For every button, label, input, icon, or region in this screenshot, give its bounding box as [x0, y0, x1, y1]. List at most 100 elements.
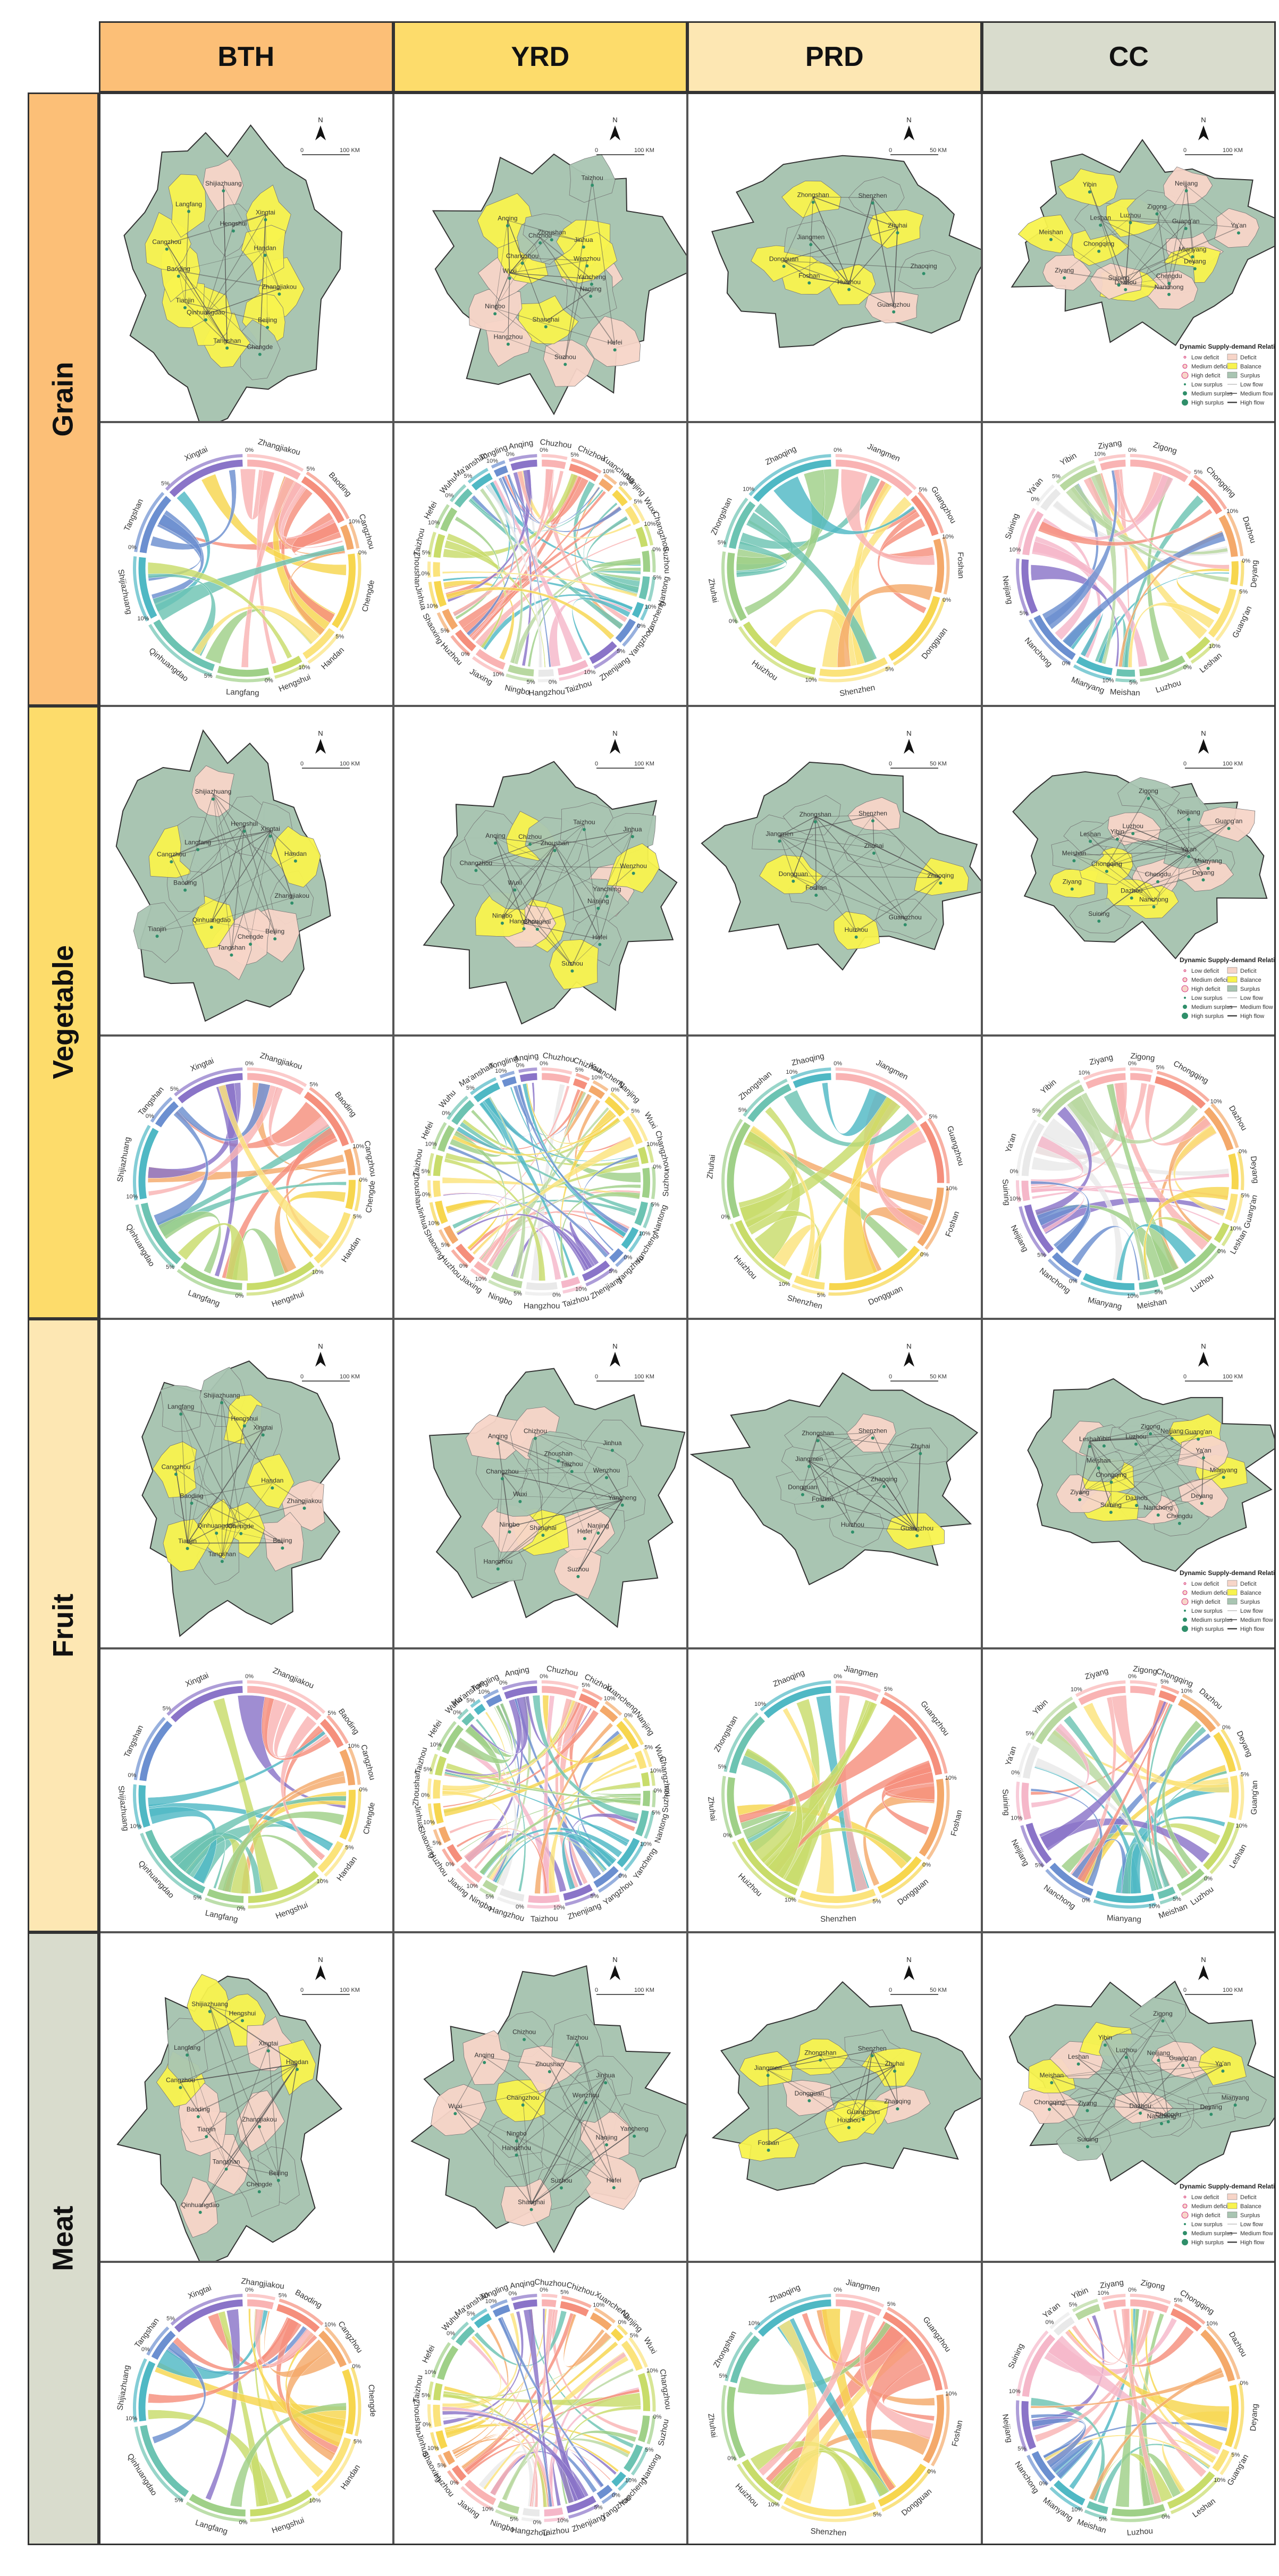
city-label: Wuxi [502, 267, 516, 274]
flow-line [1150, 1428, 1224, 1472]
chord-tick-band [176, 1268, 242, 1295]
city-label: Neijiang [1174, 180, 1197, 187]
north-arrow-icon [904, 1965, 914, 1980]
chord-percent-tick: 10% [423, 1819, 435, 1825]
chord-tick-band [1045, 1868, 1090, 1901]
chord-arc [746, 1082, 793, 1123]
surplus-dot [816, 1439, 820, 1443]
flow-line [1125, 277, 1169, 285]
chord-percent-tick: 5% [1037, 1252, 1046, 1258]
chord-tick-band [150, 1097, 173, 1123]
chord-ribbon [746, 512, 877, 663]
city-area [1089, 263, 1142, 300]
chord-percent-tick: 0% [1128, 2287, 1137, 2293]
chord-percent-tick: 0% [245, 2287, 254, 2293]
chord-tick-band [1028, 619, 1071, 665]
chord-percent-tick: 5% [1156, 1064, 1164, 1071]
flow-lines [784, 196, 924, 307]
surplus-dot [239, 1531, 243, 1535]
city-label: Ya'an [1196, 1446, 1211, 1454]
chord-cell-meat-prd: Jiangmen 0% Guangzhou 5% Foshan 10% Dongguan 0%… [687, 2261, 982, 2545]
surplus-dot [553, 848, 557, 852]
chord-city-label: Taizhou [530, 1914, 558, 1924]
flow-line [494, 308, 615, 345]
chord-city-label: Zhuhai [705, 1154, 717, 1180]
chord-arc [887, 595, 941, 662]
chord-tick-band [828, 1251, 924, 1295]
surplus-dot [582, 828, 586, 831]
chord-ribbons [147, 2308, 347, 2507]
region-polygons [701, 761, 981, 971]
surplus-dot [1177, 1521, 1181, 1525]
legend-swatch [1227, 363, 1237, 369]
legend-symbol [1181, 399, 1188, 406]
chord-arc [140, 1201, 182, 1265]
flow-line [523, 923, 600, 939]
chord-tick-band [1139, 1288, 1160, 1295]
chord-tick-band [1193, 474, 1227, 510]
chord-arc [490, 1270, 523, 1289]
region-polygons [410, 1965, 687, 2253]
flow-line [508, 273, 510, 339]
surplus-dot [198, 2210, 202, 2214]
flow-line [558, 1455, 572, 1467]
flow-line [508, 339, 565, 359]
flow-line [535, 1433, 607, 1473]
north-arrow-icon [1198, 125, 1209, 140]
surplus-dot [241, 2018, 245, 2022]
chord-arc [1160, 1242, 1217, 1285]
chord-percent-tick: 5% [1194, 469, 1202, 476]
city-label: Zigong [1140, 1422, 1160, 1430]
chord-city-label: Shijiazhuang [115, 2364, 132, 2411]
chord-percent-tick: 5% [466, 1697, 475, 1704]
chord-percent-tick: 0% [146, 1113, 154, 1119]
surplus-dot [541, 1534, 544, 1537]
chord-tick-band [1233, 2383, 1244, 2449]
chord-ribbon [449, 1819, 503, 1870]
surplus-dot [801, 1493, 804, 1496]
city-label: Jiangmen [795, 1455, 823, 1463]
surplus-dot [814, 893, 818, 897]
chord-ribbon [444, 1771, 628, 1847]
chord-percent-tick: 10% [348, 1743, 359, 1749]
chord-city-label: Guangzhou [929, 485, 958, 525]
legend-item: Medium deficit [1191, 2203, 1229, 2210]
city-label: Meishan [1087, 1457, 1110, 1464]
chord-arc [272, 655, 303, 674]
flow-line [209, 2006, 243, 2016]
chord-city-label: Ziyang [1097, 439, 1122, 451]
chord-city-label: Anqing [503, 1665, 529, 1679]
flow-line [501, 1473, 520, 1497]
chord-tick-band [437, 2454, 447, 2468]
flow-line [1185, 185, 1239, 228]
surplus-dot [1181, 2064, 1184, 2067]
chord-percent-tick: 10% [1214, 2477, 1225, 2484]
legend-symbol [1182, 1618, 1187, 1622]
chord-ribbon [542, 1695, 630, 1764]
chord-percent-tick: 5% [570, 452, 579, 458]
chord-percent-tick: 5% [653, 575, 661, 581]
row-header-meat: Meat [28, 1932, 99, 2545]
flow-line [1131, 862, 1208, 893]
scale-label: 100 KM [340, 1374, 360, 1380]
chord-tick-band [449, 484, 466, 502]
chord-percent-tick: 0% [1128, 1673, 1137, 1680]
chord-arc [1074, 2303, 1101, 2321]
chord-city-label: Deyang [1249, 560, 1259, 587]
city-label: Shenzhen [859, 810, 887, 817]
city-label: Wenzhou [572, 2091, 599, 2099]
city-area [168, 174, 206, 238]
city-label: Suining [1100, 1501, 1121, 1509]
chord-ribbon [560, 2430, 636, 2504]
chord-percent-tick: 10% [743, 486, 754, 493]
flow-line [809, 197, 814, 278]
chord-percent-tick: 0% [540, 447, 548, 453]
flow-line [1117, 833, 1189, 852]
city-label: Cangzhou [166, 2076, 195, 2084]
flow-line [1098, 1452, 1204, 1463]
surplus-dot [273, 937, 277, 940]
flow-line [213, 793, 275, 933]
flow-line [175, 1469, 188, 1544]
chord-city-label: Guang'an [1242, 1193, 1259, 1229]
flow-line [549, 2066, 615, 2183]
